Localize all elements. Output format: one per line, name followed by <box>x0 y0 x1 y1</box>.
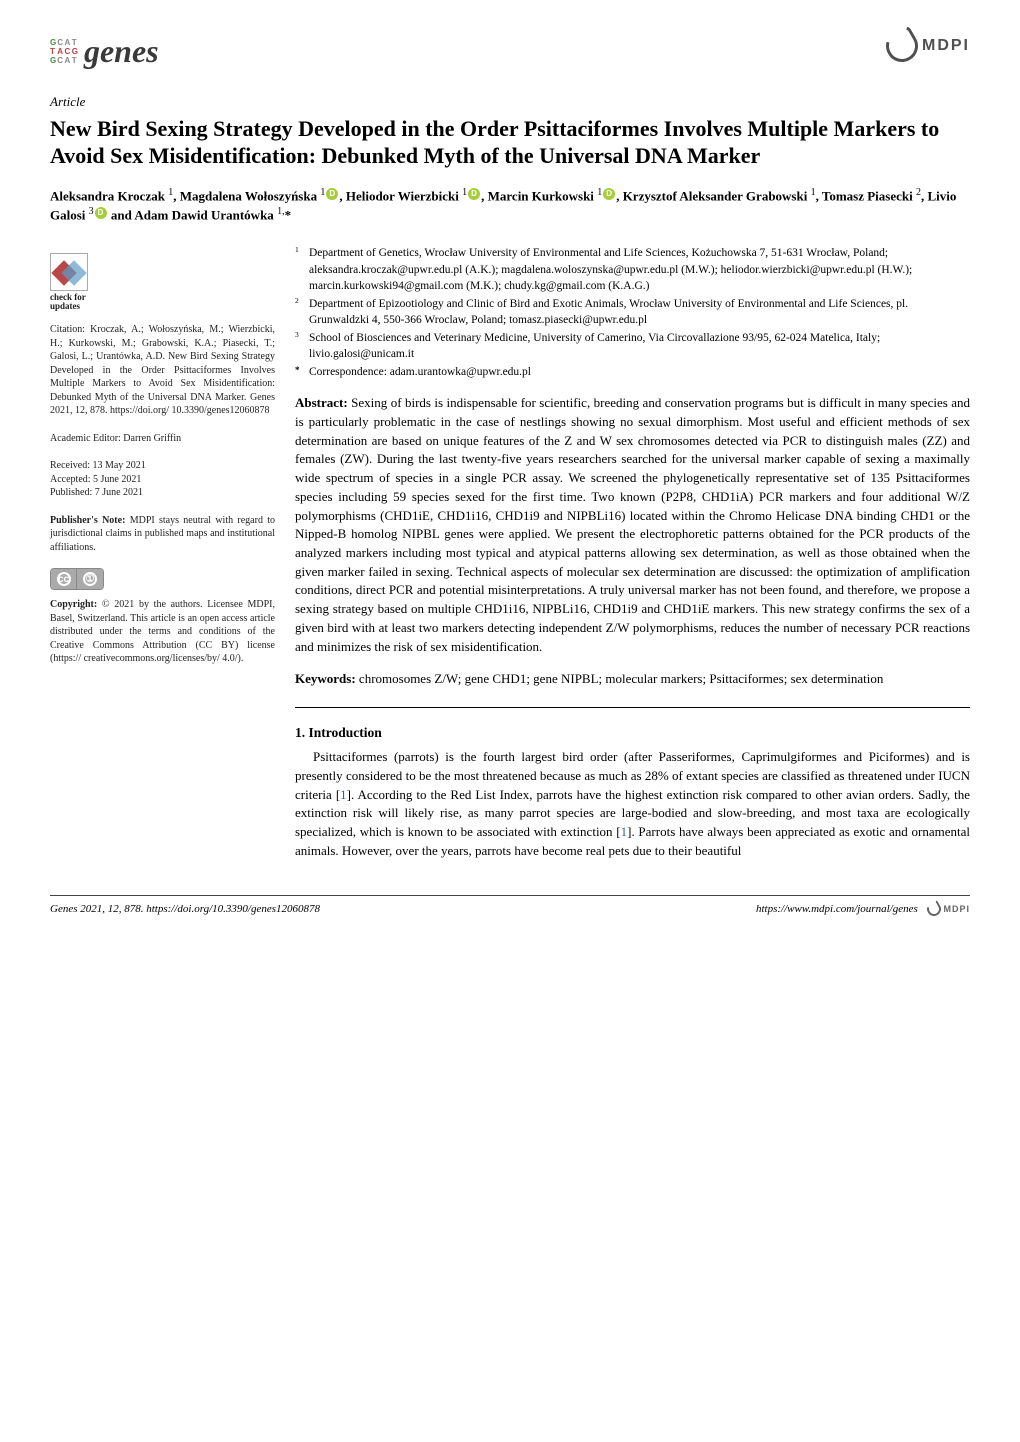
orcid-icon <box>95 207 107 219</box>
page-footer: Genes 2021, 12, 878. https://doi.org/10.… <box>50 895 970 917</box>
check-updates-icon <box>50 253 88 291</box>
citation-text: Citation: Kroczak, A.; Wołoszyńska, M.; … <box>50 324 275 416</box>
date-published: Published: 7 June 2021 <box>50 486 275 500</box>
affiliation-row: 1Department of Genetics, Wrocław Univers… <box>295 245 970 293</box>
dates-block: Received: 13 May 2021 Accepted: 5 June 2… <box>50 459 275 500</box>
journal-logo-text: genes <box>84 30 159 73</box>
footer-right-url: https://www.mdpi.com/journal/genes <box>756 903 918 915</box>
keywords-label: Keywords: <box>295 671 356 686</box>
copyright-block: Copyright: © 2021 by the authors. Licens… <box>50 598 275 666</box>
abstract-label: Abstract: <box>295 395 348 410</box>
orcid-icon <box>326 188 338 200</box>
section-1-heading: 1. Introduction <box>295 724 970 742</box>
orcid-icon <box>603 188 615 200</box>
citation-block: Citation: Kroczak, A.; Wołoszyńska, M.; … <box>50 323 275 418</box>
section-1-body: Psittaciformes (parrots) is the fourth l… <box>295 748 970 860</box>
cc-license-badge: cc ① <box>50 568 275 590</box>
check-for-updates-badge[interactable]: check for updates <box>50 253 275 311</box>
section-rule <box>295 707 970 708</box>
author-list: Aleksandra Kroczak 1, Magdalena Wołoszyń… <box>50 186 970 224</box>
by-icon: ① <box>83 572 97 586</box>
footer-mdpi-logo: MDPI <box>927 902 971 916</box>
academic-editor: Academic Editor: Darren Griffin <box>50 432 275 446</box>
journal-logo: GCAT TACG GCAT genes <box>50 30 159 73</box>
publisher-note: Publisher's Note: MDPI stays neutral wit… <box>50 514 275 555</box>
article-type-label: Article <box>50 93 970 111</box>
footer-left: Genes 2021, 12, 878. https://doi.org/10.… <box>50 902 320 917</box>
article-title: New Bird Sexing Strategy Developed in th… <box>50 115 970 170</box>
affiliation-row: 3School of Biosciences and Veterinary Me… <box>295 330 970 362</box>
date-accepted: Accepted: 5 June 2021 <box>50 473 275 487</box>
date-received: Received: 13 May 2021 <box>50 459 275 473</box>
keywords-text: chromosomes Z/W; gene CHD1; gene NIPBL; … <box>359 671 883 686</box>
mdpi-text: MDPI <box>922 35 970 57</box>
check-updates-label2: updates <box>50 302 80 311</box>
abstract-text: Sexing of birds is indispensable for sci… <box>295 395 970 653</box>
mdpi-text-small: MDPI <box>944 903 971 915</box>
keywords-block: Keywords: chromosomes Z/W; gene CHD1; ge… <box>295 670 970 689</box>
affiliation-row: 2Department of Epizootiology and Clinic … <box>295 296 970 328</box>
journal-logo-grid: GCAT TACG GCAT <box>50 39 78 65</box>
mdpi-swoosh-small-icon <box>924 899 943 918</box>
mdpi-swoosh-icon <box>880 24 924 68</box>
footer-right: https://www.mdpi.com/journal/genes MDPI <box>756 902 970 917</box>
correspondence-row: *Correspondence: adam.urantowka@upwr.edu… <box>295 364 970 380</box>
publisher-logo: MDPI <box>886 30 970 62</box>
cc-icon: cc <box>57 572 71 586</box>
affiliations-block: 1Department of Genetics, Wrocław Univers… <box>295 245 970 380</box>
abstract-block: Abstract: Sexing of birds is indispensab… <box>295 394 970 656</box>
orcid-icon <box>468 188 480 200</box>
